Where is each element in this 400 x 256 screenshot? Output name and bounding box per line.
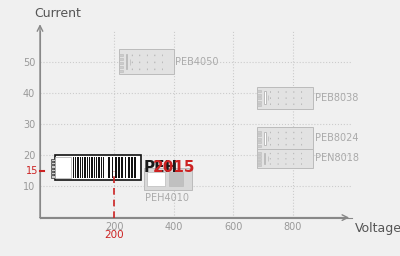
Bar: [126, 54, 127, 69]
Bar: [51, 162, 55, 164]
Text: Voltage: Voltage: [355, 222, 400, 235]
Bar: [84, 157, 86, 178]
Bar: [144, 168, 192, 189]
Bar: [257, 158, 261, 160]
Bar: [264, 91, 266, 104]
Bar: [169, 172, 183, 186]
Bar: [257, 98, 261, 99]
Bar: [257, 164, 261, 166]
Bar: [51, 175, 55, 178]
Bar: [264, 132, 266, 145]
Bar: [257, 155, 261, 157]
Bar: [89, 157, 90, 178]
Bar: [78, 157, 79, 178]
Bar: [257, 138, 261, 140]
Bar: [257, 101, 261, 103]
Bar: [51, 169, 55, 171]
Bar: [119, 58, 122, 60]
Bar: [94, 157, 95, 178]
Bar: [121, 157, 123, 178]
Bar: [257, 141, 261, 143]
Bar: [87, 157, 88, 178]
Bar: [257, 152, 261, 154]
Bar: [257, 87, 313, 109]
Text: 15: 15: [26, 166, 38, 176]
Bar: [257, 90, 261, 92]
Bar: [80, 157, 81, 178]
Bar: [119, 62, 122, 64]
Text: PEN8018: PEN8018: [315, 153, 359, 163]
Bar: [124, 157, 126, 178]
Text: 200: 200: [104, 230, 124, 240]
Bar: [134, 157, 136, 178]
Bar: [98, 157, 100, 178]
Bar: [257, 134, 261, 136]
Bar: [82, 157, 84, 178]
Bar: [257, 145, 261, 147]
Bar: [118, 157, 120, 178]
Bar: [119, 49, 174, 74]
Bar: [147, 172, 165, 186]
Bar: [119, 66, 122, 68]
Text: 2015: 2015: [152, 160, 195, 175]
Bar: [96, 157, 98, 178]
Bar: [75, 157, 76, 178]
Bar: [103, 157, 104, 178]
Text: PEH: PEH: [144, 160, 178, 175]
Bar: [257, 94, 261, 96]
Bar: [257, 161, 261, 163]
Bar: [257, 149, 313, 168]
Bar: [73, 157, 74, 178]
Text: PEB4050: PEB4050: [175, 57, 219, 67]
Bar: [55, 155, 141, 180]
Bar: [257, 127, 313, 149]
Bar: [264, 153, 265, 164]
Bar: [119, 54, 122, 56]
Bar: [51, 165, 55, 168]
Bar: [257, 131, 261, 133]
Bar: [51, 159, 55, 161]
Bar: [108, 157, 110, 178]
Bar: [51, 172, 55, 174]
Bar: [112, 157, 113, 178]
Bar: [115, 157, 117, 178]
Bar: [92, 157, 93, 178]
Bar: [128, 157, 130, 178]
Text: PEB8038: PEB8038: [315, 93, 358, 103]
Text: PEB8024: PEB8024: [315, 133, 358, 143]
Bar: [119, 70, 122, 72]
Bar: [56, 157, 71, 178]
Bar: [101, 157, 102, 178]
Bar: [257, 104, 261, 106]
Text: Current: Current: [34, 6, 81, 19]
Bar: [131, 157, 133, 178]
Text: PEH4010: PEH4010: [146, 193, 190, 203]
